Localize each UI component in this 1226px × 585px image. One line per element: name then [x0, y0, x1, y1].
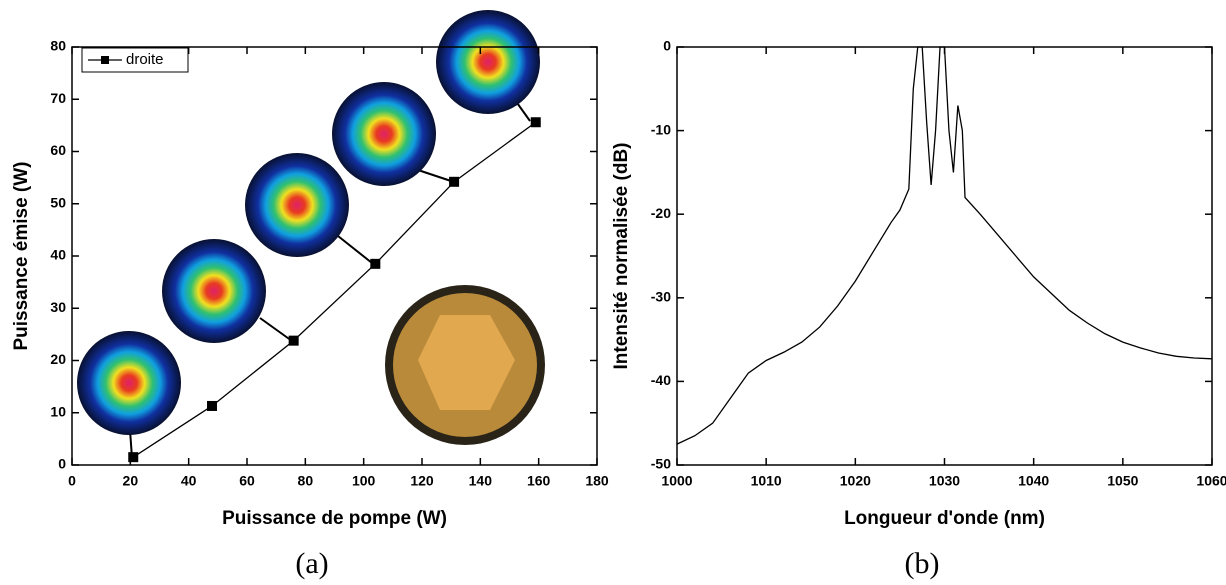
x-tick-label: 40: [181, 473, 197, 489]
series-line: [132, 121, 537, 458]
plot-frame: [71, 46, 598, 466]
marker: [288, 335, 299, 346]
y-tick-label: -10: [651, 121, 671, 137]
x-tick-label: 120: [410, 473, 434, 489]
marker: [128, 452, 139, 463]
y-tick-label: 30: [50, 299, 66, 315]
x-tick-label: 160: [527, 473, 551, 489]
x-tick-label: 1060: [1196, 473, 1226, 489]
legend-marker: [101, 56, 109, 64]
y-tick-label: -50: [651, 456, 671, 472]
y-tick-label: 40: [50, 247, 66, 263]
x-tick-label: 1010: [751, 473, 782, 489]
panel-label: (a): [295, 547, 328, 580]
y-tick-label: 10: [50, 403, 66, 419]
x-tick-label: 20: [123, 473, 139, 489]
x-tick-label: 60: [239, 473, 255, 489]
y-tick-label: 80: [50, 38, 66, 54]
plot-frame: [676, 46, 1213, 466]
x-tick-label: 1050: [1107, 473, 1138, 489]
y-tick-label: 0: [58, 456, 66, 472]
y-axis-title: Puissance émise (W): [11, 161, 32, 350]
marker: [530, 117, 541, 128]
beam-images: [77, 10, 540, 459]
legend-label: droite: [126, 51, 164, 68]
y-tick-label: -40: [651, 372, 671, 388]
x-tick-label: 80: [298, 473, 314, 489]
fiber-photo: [385, 285, 545, 445]
x-tick-label: 1030: [929, 473, 960, 489]
x-axis-title: Longueur d'onde (nm): [844, 508, 1045, 529]
marker: [370, 258, 381, 269]
x-tick-label: 1000: [661, 473, 692, 489]
x-tick-label: 180: [585, 473, 609, 489]
x-axis-title: Puissance de pompe (W): [222, 508, 447, 529]
y-tick-label: 70: [50, 90, 66, 106]
x-tick-label: 1020: [840, 473, 871, 489]
y-axis-title: Intensité normalisée (dB): [611, 143, 632, 370]
y-tick-label: -30: [651, 289, 671, 305]
y-tick-label: 50: [50, 194, 66, 210]
y-tick-label: -20: [651, 205, 671, 221]
x-tick-label: 100: [352, 473, 376, 489]
x-tick-label: 0: [68, 473, 76, 489]
series-line: [676, 46, 1213, 445]
y-tick-label: 20: [50, 351, 66, 367]
marker: [207, 400, 217, 411]
y-tick-label: 0: [663, 38, 671, 54]
y-tick-label: 60: [50, 142, 66, 158]
x-tick-label: 140: [469, 473, 493, 489]
marker: [449, 176, 460, 187]
x-tick-label: 1040: [1018, 473, 1049, 489]
panel-label: (b): [905, 547, 940, 580]
